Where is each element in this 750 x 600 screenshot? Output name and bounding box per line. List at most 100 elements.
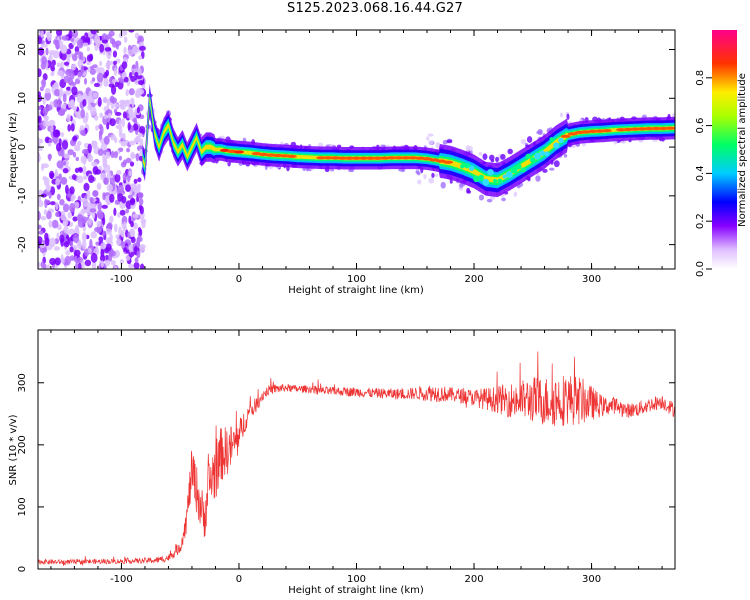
- heatmap-cell: [88, 174, 95, 184]
- snr-panel: -100 0 100 200 300 0 100 200 300 Height of stra…: [8, 329, 676, 596]
- heatmap-cell: [103, 114, 108, 120]
- heatmap-cell: [80, 155, 87, 164]
- heatmap-cell: [55, 178, 61, 186]
- heatmap-cell: [137, 88, 145, 95]
- ridge-peak: [386, 156, 397, 160]
- heatmap-cell: [123, 36, 128, 43]
- heatmap-cell: [57, 98, 62, 108]
- heatmap-cell: [38, 236, 43, 245]
- heatmap-cell: [116, 170, 122, 176]
- heatmap-cell: [133, 261, 140, 269]
- heatmap-cell: [67, 211, 73, 219]
- heatmap-cell: [63, 153, 71, 159]
- heatmap-cell: [114, 173, 121, 183]
- heatmap-cell: [106, 33, 112, 40]
- heatmap-cell: [76, 140, 82, 147]
- heatmap-cell: [48, 220, 53, 228]
- ridge-blob: [487, 168, 494, 176]
- heatmap-cell: [76, 213, 84, 222]
- y-tick-label: 200: [17, 435, 28, 454]
- heatmap-cell: [92, 140, 98, 148]
- heatmap-cell: [106, 222, 113, 230]
- heatmap-cell: [128, 30, 135, 33]
- y-tick-label: 100: [17, 497, 28, 516]
- heatmap-cell: [59, 87, 64, 97]
- heatmap-cell: [77, 39, 84, 49]
- heatmap-cell: [70, 123, 75, 132]
- heatmap-cell: [43, 177, 50, 187]
- heatmap-cell: [132, 45, 139, 55]
- heatmap-cell: [115, 124, 122, 129]
- heatmap-cell: [46, 31, 53, 42]
- heatmap-cell: [113, 265, 118, 269]
- ridge-peak: [344, 156, 355, 160]
- heatmap-cell: [71, 174, 77, 181]
- heatmap-cell: [55, 202, 59, 210]
- heatmap-cell: [84, 259, 92, 267]
- heatmap-cell: [119, 209, 126, 216]
- heatmap-cell: [46, 264, 51, 269]
- colorbar-tick-label: 0.6: [695, 118, 706, 134]
- heatmap-cell: [138, 204, 143, 211]
- heatmap-cell: [74, 144, 81, 152]
- heatmap-cell: [120, 229, 125, 238]
- heatmap-cell: [81, 232, 87, 242]
- y-tick-label: -20: [17, 236, 28, 252]
- heatmap-cell: [51, 219, 59, 229]
- heatmap-cell: [40, 261, 45, 269]
- heatmap-cell: [137, 80, 145, 86]
- heatmap-cell: [128, 244, 133, 253]
- heatmap-cell: [62, 103, 67, 110]
- heatmap-cell: [86, 46, 90, 52]
- heatmap-cell: [123, 159, 128, 165]
- heatmap-cell: [566, 113, 570, 120]
- heatmap-cell: [45, 47, 49, 56]
- heatmap-cell: [133, 118, 138, 126]
- heatmap-cell: [60, 147, 65, 158]
- heatmap-cell: [61, 35, 69, 41]
- heatmap-cell: [501, 197, 506, 202]
- heatmap-cell: [125, 184, 132, 192]
- heatmap-cell: [53, 246, 60, 251]
- heatmap-cell: [526, 136, 533, 143]
- heatmap-cell: [76, 175, 84, 184]
- heatmap-cell: [75, 156, 80, 162]
- heatmap-cell: [486, 198, 493, 203]
- heatmap-cell: [48, 138, 53, 144]
- ridge-peak: [233, 150, 244, 154]
- heatmap-cell: [99, 60, 103, 67]
- heatmap-cell: [563, 153, 568, 158]
- heatmap-cell: [63, 75, 71, 84]
- ridge-blob: [529, 157, 536, 163]
- heatmap-cell: [93, 115, 99, 121]
- heatmap-cell: [42, 107, 49, 116]
- ridge-blob: [468, 165, 475, 171]
- heatmap-cell: [75, 262, 79, 269]
- heatmap-cell: [130, 220, 134, 228]
- ridge-blob: [520, 167, 526, 173]
- heatmap-cell: [82, 98, 87, 107]
- heatmap-cell: [114, 223, 118, 233]
- heatmap-cell: [548, 167, 555, 171]
- heatmap-cell: [109, 215, 114, 224]
- colorbar-tick-label: 0.8: [695, 70, 706, 86]
- heatmap-cell: [38, 262, 41, 268]
- heatmap-cell: [97, 201, 102, 211]
- heatmap-cell: [118, 132, 124, 138]
- heatmap-cell: [106, 184, 113, 192]
- heatmap-cell: [56, 232, 60, 239]
- heatmap-cell: [56, 62, 61, 68]
- heatmap-cell: [128, 71, 133, 79]
- heatmap-cell: [55, 211, 60, 217]
- heatmap-cell: [54, 88, 61, 97]
- heatmap-cell: [56, 193, 61, 201]
- y-tick-label: 300: [17, 373, 28, 392]
- heatmap-cell: [440, 181, 446, 189]
- heatmap-cell: [60, 254, 64, 264]
- x-tick-label: 100: [347, 274, 366, 285]
- heatmap-cell: [99, 125, 104, 135]
- heatmap-cell: [48, 153, 52, 162]
- heatmap-cell: [66, 86, 72, 91]
